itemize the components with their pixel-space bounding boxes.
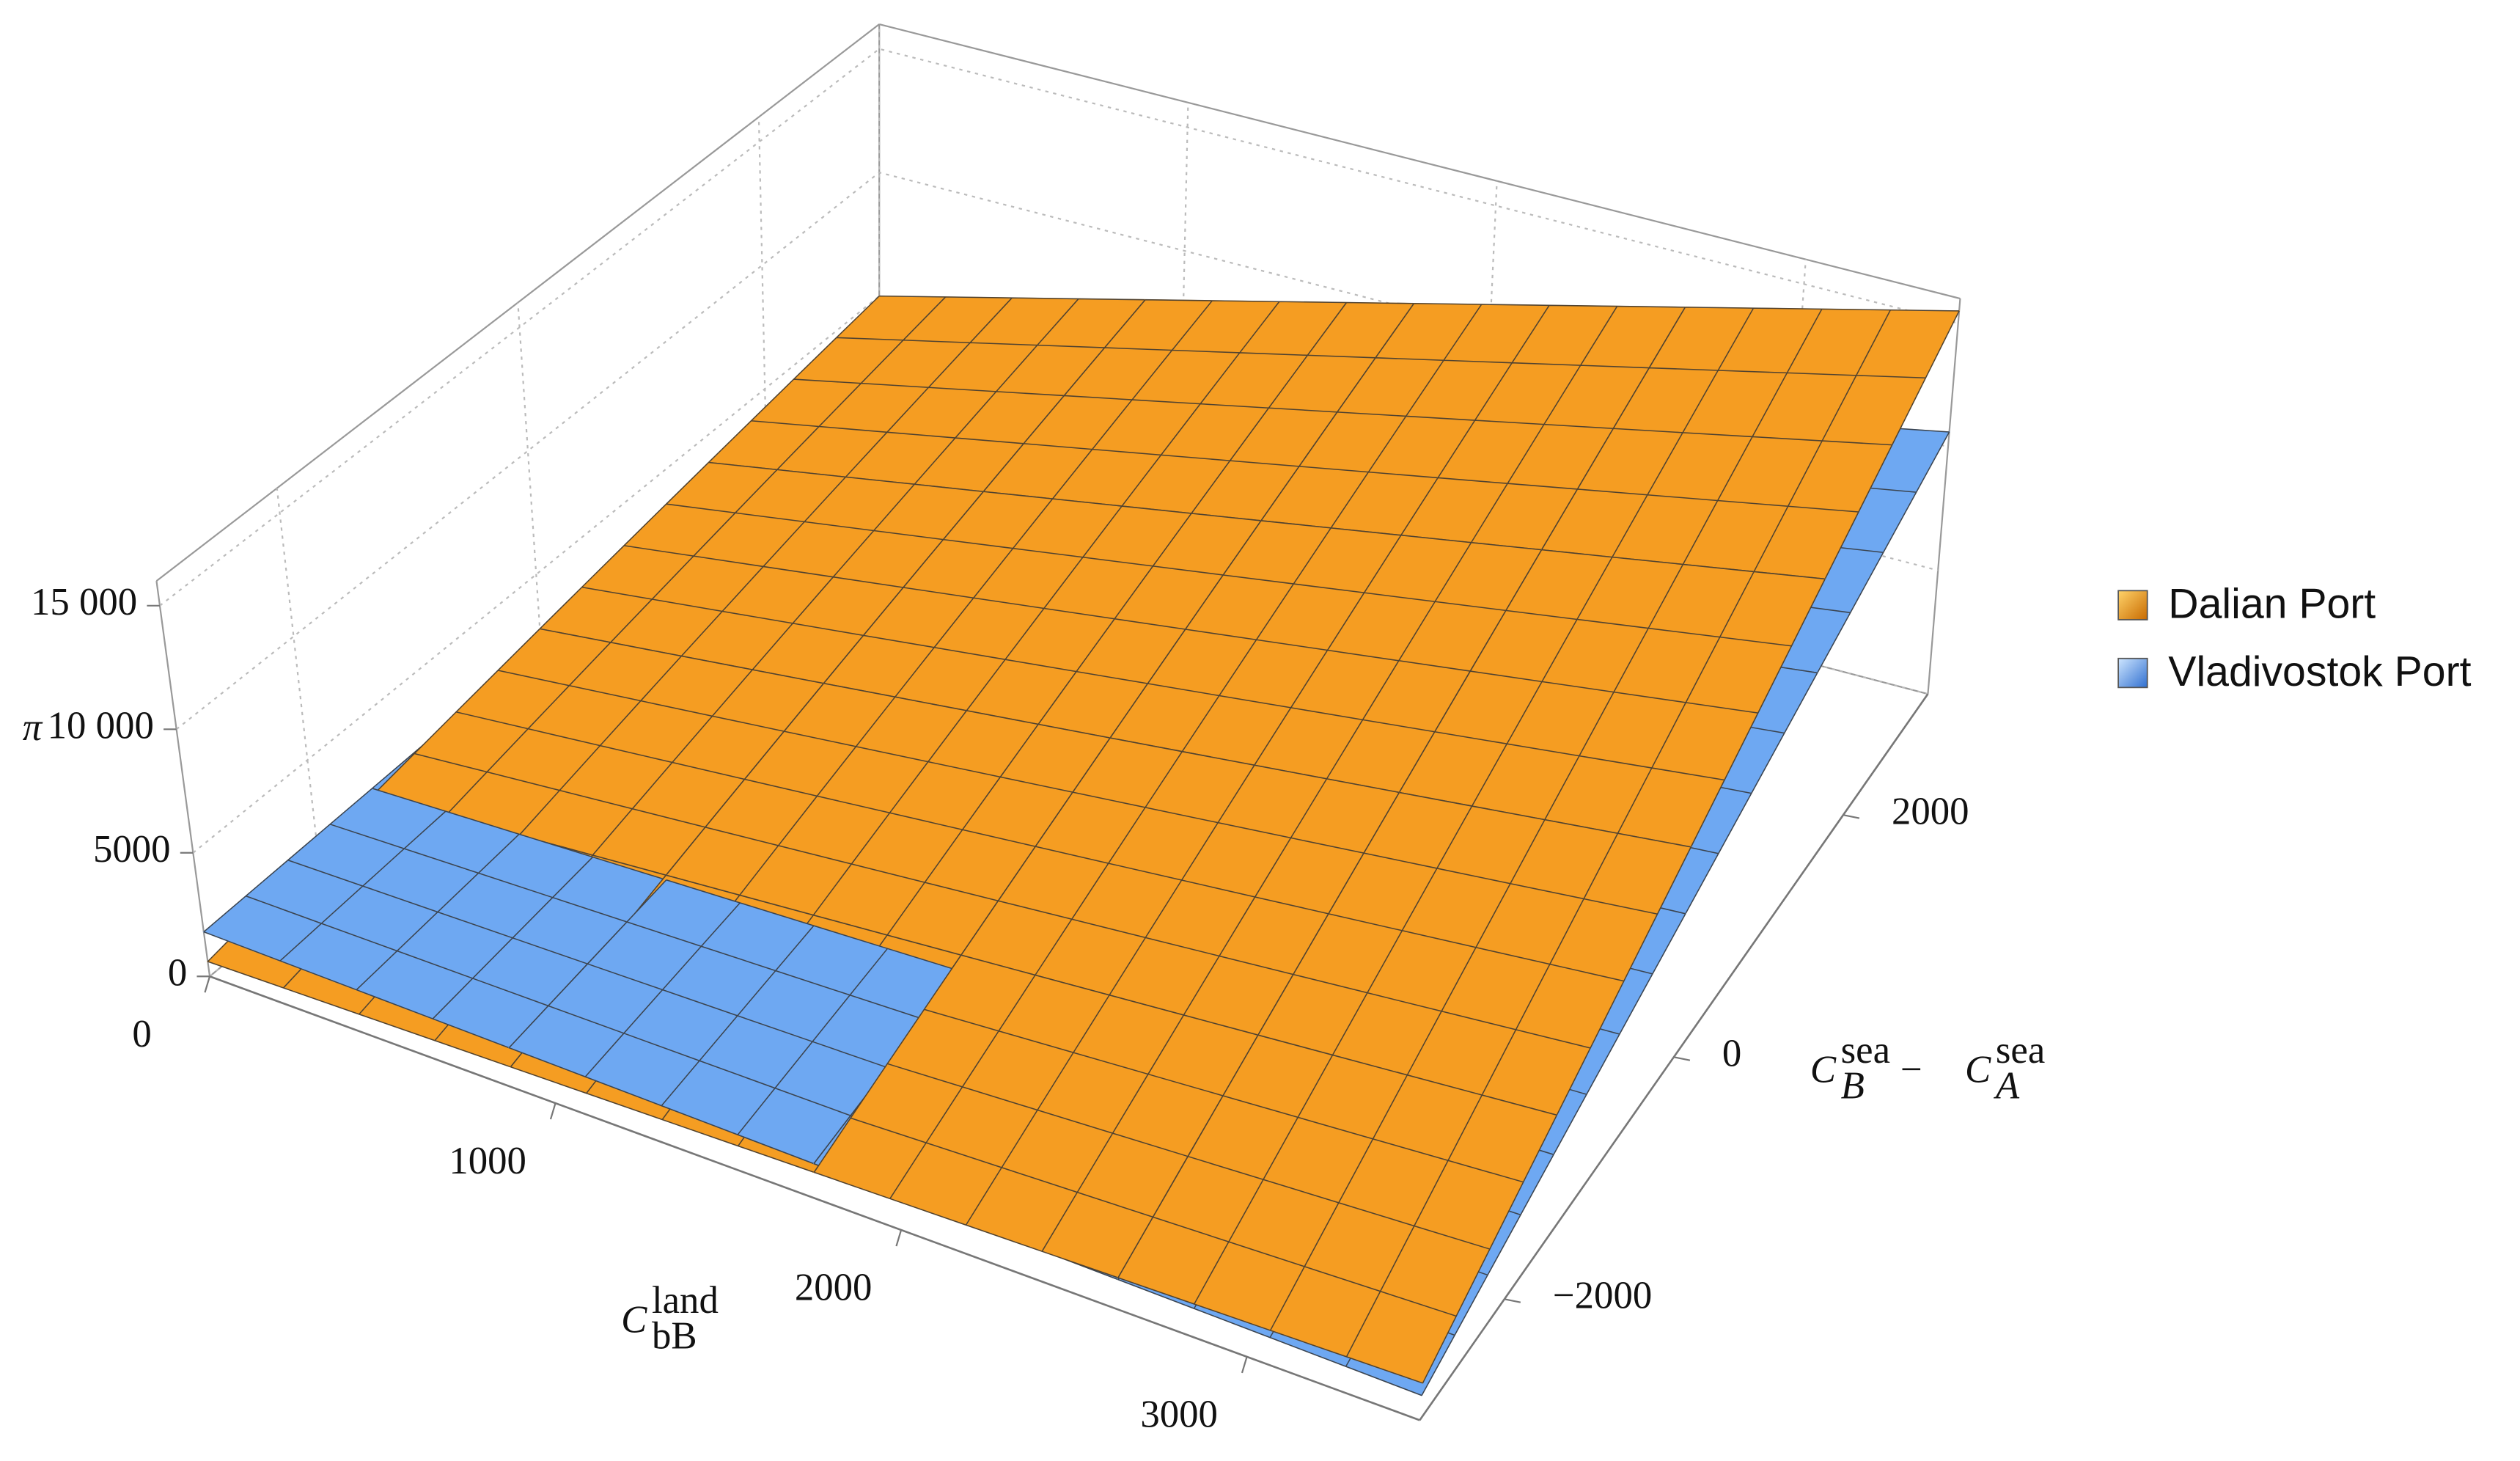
axis-label-sub: A	[1994, 1064, 2020, 1107]
x-tick	[549, 1102, 556, 1120]
axis-label-main: C	[621, 1298, 647, 1341]
surface-cell	[508, 879, 963, 1165]
x-tick	[204, 975, 211, 993]
z-tick-label: 15 000	[31, 581, 137, 623]
legend-swatch	[2117, 657, 2148, 689]
legend-swatch	[2117, 590, 2148, 620]
legend: Dalian Port Vladivostok Port	[2117, 580, 2472, 695]
y-tick	[1843, 814, 1860, 819]
y-tick-label: 0	[1722, 1032, 1741, 1074]
y-tick-label: 2000	[1892, 790, 1969, 832]
z-axis-label: π	[23, 706, 43, 749]
axis-label-sup: land	[652, 1279, 719, 1322]
x-tick-label: 1000	[449, 1140, 526, 1182]
z-tick-label: 10 000	[48, 704, 154, 747]
y-grid-line	[276, 488, 323, 884]
z-tick-label: 0	[168, 951, 187, 994]
z-tick-label: 5000	[93, 828, 171, 871]
x-axis	[209, 975, 1420, 1421]
axis-label-main: C	[1965, 1048, 1991, 1091]
surface-cell	[1117, 1034, 1558, 1384]
x-tick	[895, 1229, 903, 1247]
x-tick-label: 3000	[1140, 1394, 1218, 1436]
box-edge	[1927, 298, 1961, 695]
y-tick-label: −2000	[1553, 1274, 1652, 1317]
x-tick-label: 0	[132, 1013, 151, 1055]
axis-label-sup: sea	[1996, 1029, 2045, 1072]
legend-label: Vladivostok Port	[2168, 648, 2471, 695]
axis-label-sub: B	[1841, 1064, 1865, 1107]
y-tick	[1673, 1056, 1691, 1061]
box-edge	[155, 580, 211, 977]
axes: 0 5000 10 000 15 000 π 0 1000 2000 3000 −2000 0 200…	[23, 581, 2045, 1436]
axis-label-sup: sea	[1841, 1029, 1890, 1072]
axis-label-operator: −	[1900, 1048, 1922, 1091]
x-tick-label: 2000	[795, 1267, 873, 1309]
axis-label-sub: bB	[652, 1314, 697, 1357]
box-edge	[878, 23, 1961, 300]
surface-mesh	[1117, 1034, 1558, 1384]
y-tick	[1504, 1298, 1521, 1303]
surfaces	[202, 295, 1961, 1396]
x-tick	[1241, 1356, 1248, 1374]
legend-label: Dalian Port	[2168, 580, 2376, 627]
axis-label-main: C	[1810, 1048, 1837, 1091]
